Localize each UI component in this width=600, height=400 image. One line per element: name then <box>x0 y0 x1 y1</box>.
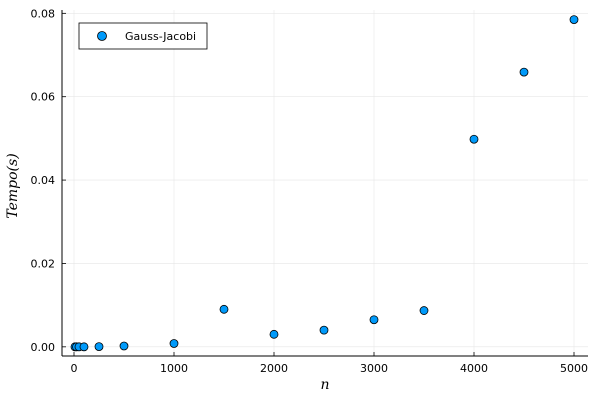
axes <box>61 10 588 357</box>
y-tick-label-0: 0.00 <box>31 341 56 354</box>
x-tick-label-5: 5000 <box>560 362 588 375</box>
x-tick-label-3: 3000 <box>360 362 388 375</box>
data-point-0-5 <box>119 341 129 351</box>
data-point-0-13 <box>519 67 529 77</box>
data-point-0-8 <box>269 329 279 339</box>
data-point-0-10 <box>369 315 379 325</box>
x-tick-label-2: 2000 <box>260 362 288 375</box>
y-tick-label-1: 0.02 <box>31 257 56 270</box>
data-point-0-3 <box>79 342 89 352</box>
grid <box>62 10 588 356</box>
x-tick-label-1: 1000 <box>160 362 188 375</box>
legend: Gauss-Jacobi <box>78 22 208 50</box>
data-point-0-14 <box>569 15 579 24</box>
tick-labels: 0 1000 2000 3000 4000 5000 0.00 0.02 0.04 0.06 0.0… <box>31 7 589 375</box>
legend-marker <box>97 31 107 41</box>
legend-label: Gauss-Jacobi <box>125 30 196 43</box>
data-point-0-12 <box>469 134 479 144</box>
x-tick-label-4: 4000 <box>460 362 488 375</box>
y-tick-label-3: 0.06 <box>31 91 56 104</box>
data-point-0-9 <box>319 325 329 335</box>
x-axis-label: n <box>320 377 329 393</box>
y-tick-label-2: 0.04 <box>31 174 56 187</box>
x-tick-label-0: 0 <box>71 362 78 375</box>
data-points <box>70 15 579 352</box>
data-point-0-7 <box>219 304 229 314</box>
data-point-0-11 <box>419 306 429 315</box>
data-point-0-4 <box>94 342 104 352</box>
y-tick-label-4: 0.08 <box>31 7 56 20</box>
y-axis-label: Tempo(s) <box>5 153 21 218</box>
data-point-0-6 <box>169 339 179 348</box>
